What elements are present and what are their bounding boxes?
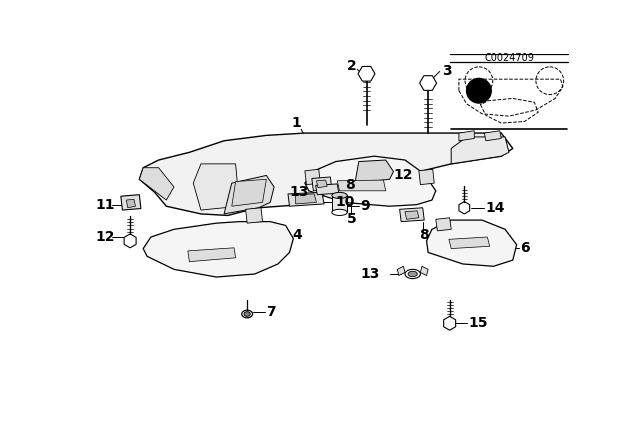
- Polygon shape: [126, 199, 136, 208]
- Polygon shape: [143, 222, 293, 277]
- Text: 13: 13: [289, 185, 309, 199]
- Text: 7: 7: [266, 306, 276, 319]
- Polygon shape: [459, 131, 474, 141]
- Polygon shape: [358, 66, 375, 81]
- Polygon shape: [232, 179, 266, 206]
- Text: 6: 6: [520, 241, 530, 255]
- Polygon shape: [337, 180, 386, 191]
- Text: 2: 2: [346, 59, 356, 73]
- Ellipse shape: [408, 271, 417, 277]
- Text: 13: 13: [360, 267, 380, 281]
- Polygon shape: [312, 177, 332, 191]
- Polygon shape: [459, 202, 470, 214]
- Polygon shape: [140, 168, 174, 200]
- Text: C0024709: C0024709: [484, 52, 534, 63]
- Polygon shape: [296, 194, 316, 204]
- Text: 10: 10: [336, 194, 355, 209]
- Text: 8: 8: [419, 228, 429, 242]
- Polygon shape: [288, 192, 324, 206]
- Ellipse shape: [405, 269, 420, 279]
- Polygon shape: [332, 195, 348, 212]
- Polygon shape: [436, 218, 451, 231]
- Text: 12: 12: [394, 168, 413, 182]
- Polygon shape: [188, 248, 236, 262]
- Polygon shape: [193, 164, 239, 210]
- Text: 8: 8: [345, 178, 355, 192]
- Text: 14: 14: [485, 201, 504, 215]
- Polygon shape: [124, 234, 136, 248]
- Polygon shape: [305, 169, 320, 185]
- Polygon shape: [316, 184, 339, 195]
- Polygon shape: [316, 180, 327, 188]
- Polygon shape: [449, 237, 490, 249]
- Polygon shape: [121, 195, 141, 210]
- Text: 5: 5: [346, 211, 356, 225]
- Polygon shape: [397, 266, 405, 276]
- Ellipse shape: [332, 192, 348, 198]
- Text: 3: 3: [442, 65, 452, 78]
- Polygon shape: [420, 266, 428, 276]
- Text: 12: 12: [95, 230, 115, 244]
- Polygon shape: [399, 208, 424, 222]
- Circle shape: [467, 78, 492, 103]
- Polygon shape: [444, 316, 456, 330]
- Polygon shape: [419, 169, 435, 185]
- Polygon shape: [246, 208, 262, 223]
- Text: 15: 15: [468, 316, 488, 330]
- Ellipse shape: [244, 312, 250, 316]
- Polygon shape: [420, 76, 436, 90]
- Ellipse shape: [126, 237, 134, 245]
- Text: 4: 4: [292, 228, 302, 242]
- Ellipse shape: [242, 310, 253, 318]
- Polygon shape: [224, 176, 274, 214]
- Text: 1: 1: [292, 116, 301, 130]
- Text: 11: 11: [95, 198, 115, 212]
- Polygon shape: [405, 211, 419, 220]
- Polygon shape: [305, 156, 436, 206]
- Polygon shape: [484, 131, 501, 141]
- Polygon shape: [355, 160, 394, 183]
- Text: 9: 9: [360, 199, 370, 213]
- Polygon shape: [140, 133, 513, 215]
- Polygon shape: [427, 220, 516, 266]
- Polygon shape: [451, 137, 509, 164]
- Ellipse shape: [332, 209, 348, 215]
